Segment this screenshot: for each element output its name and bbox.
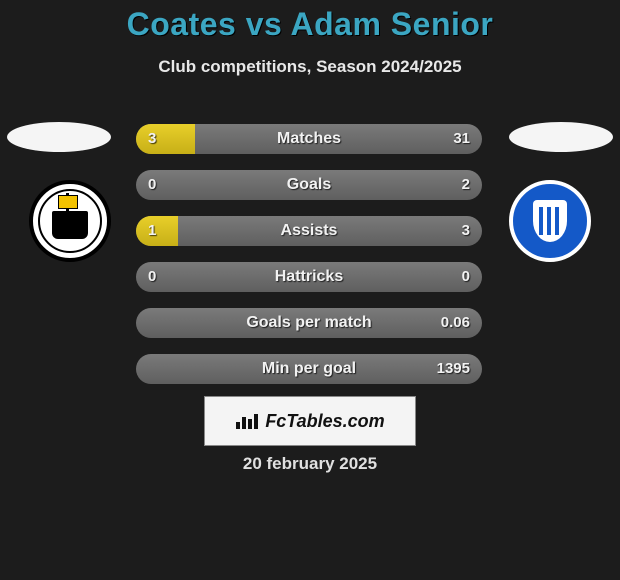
stat-label: Hattricks [136,262,482,292]
stat-row: 00Hattricks [136,262,482,292]
comparison-infographic: Coates vs Adam Senior Club competitions,… [0,0,620,580]
stat-label: Goals per match [136,308,482,338]
stat-row: 1395Min per goal [136,354,482,384]
stat-row: 13Assists [136,216,482,246]
stat-bars: 331Matches 02Goals 13Assists 00Hattricks 0.0… [136,124,482,400]
player-photo-right [509,122,613,152]
player-photo-left [7,122,111,152]
subtitle: Club competitions, Season 2024/2025 [0,57,620,77]
team-badge-left [29,180,111,262]
stat-label: Matches [136,124,482,154]
team-badge-right [509,180,591,262]
stat-row: 02Goals [136,170,482,200]
brand-box: FcTables.com [204,396,416,446]
brand-chart-icon [235,412,259,430]
stat-row: 331Matches [136,124,482,154]
brand-text: FcTables.com [265,411,384,432]
stat-label: Assists [136,216,482,246]
stat-label: Goals [136,170,482,200]
stat-row: 0.06Goals per match [136,308,482,338]
stat-label: Min per goal [136,354,482,384]
date-text: 20 february 2025 [0,454,620,474]
page-title: Coates vs Adam Senior [0,6,620,43]
